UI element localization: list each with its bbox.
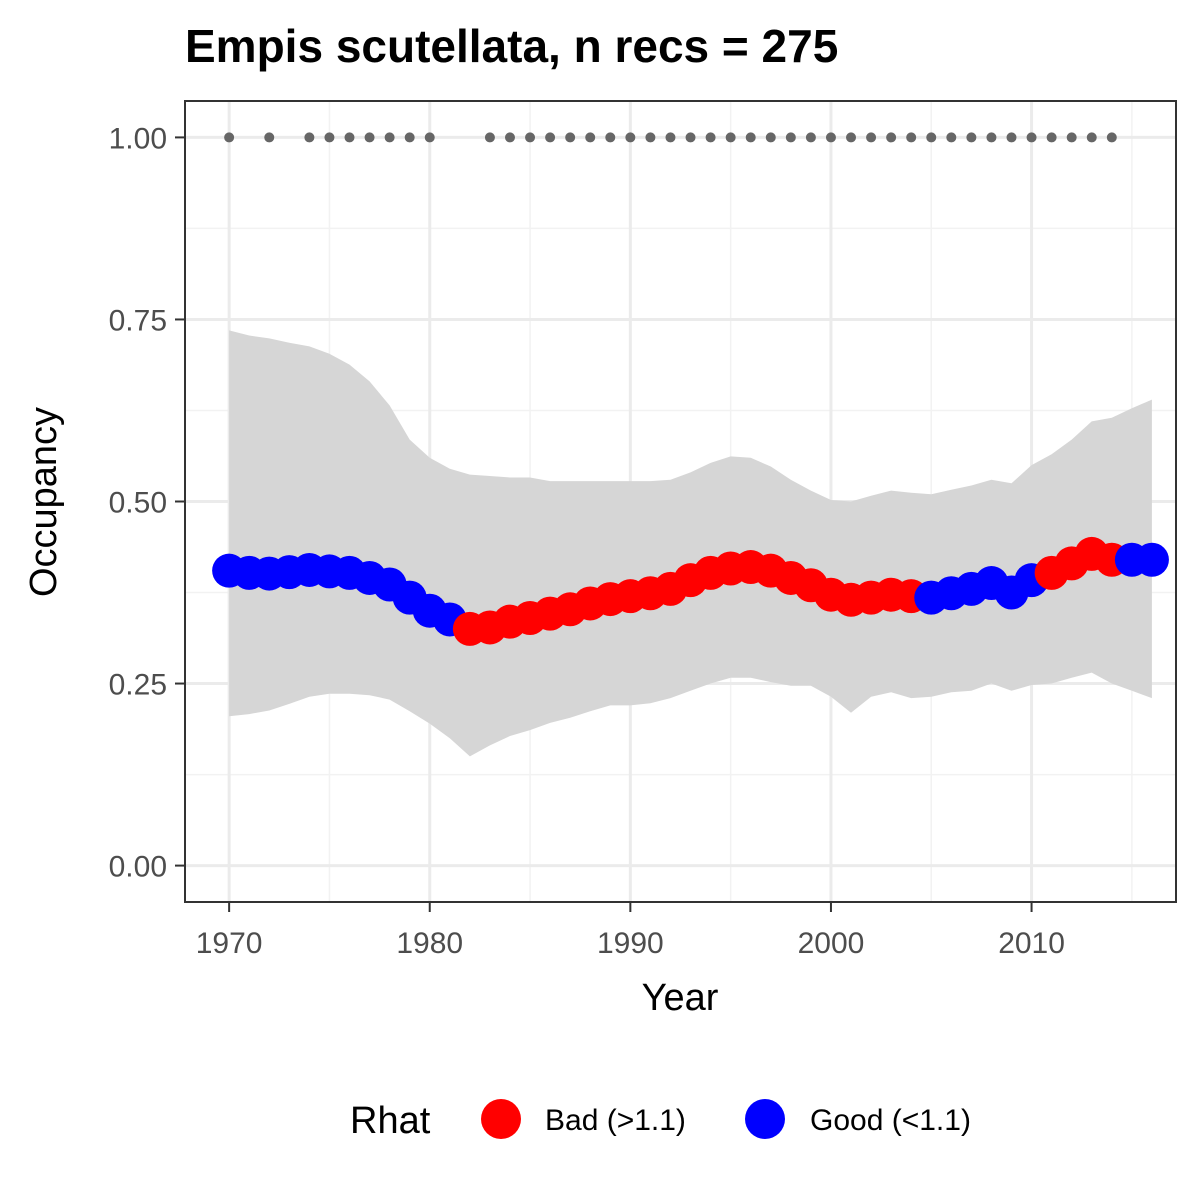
y-tick-label: 0.00 (109, 851, 167, 884)
record-point (645, 132, 656, 143)
record-point (946, 132, 957, 143)
record-point (866, 132, 877, 143)
record-point (745, 132, 756, 143)
record-point (344, 132, 355, 143)
record-point (384, 132, 395, 143)
legend-title: Rhat (350, 1100, 431, 1142)
record-point (304, 132, 315, 143)
record-point (966, 132, 977, 143)
x-tick-label: 1990 (597, 927, 664, 960)
record-point (1026, 132, 1037, 143)
record-point (906, 132, 917, 143)
occupancy-point (1134, 542, 1169, 577)
record-point (424, 132, 435, 143)
record-point (825, 132, 836, 143)
legend-label-bad: Bad (>1.1) (545, 1104, 686, 1137)
record-point (1046, 132, 1057, 143)
record-point (525, 132, 536, 143)
record-point (785, 132, 796, 143)
record-point (986, 132, 997, 143)
record-point (1106, 132, 1117, 143)
record-point (565, 132, 576, 143)
record-point (585, 132, 596, 143)
record-point (404, 132, 415, 143)
record-point (705, 132, 716, 143)
record-point (765, 132, 776, 143)
y-axis-title: Occupancy (23, 407, 65, 597)
record-point (364, 132, 375, 143)
record-point (685, 132, 696, 143)
x-tick-label: 2010 (998, 927, 1065, 960)
record-point (846, 132, 857, 143)
x-tick-label: 1970 (196, 927, 263, 960)
legend-key-bad (481, 1099, 521, 1139)
record-point (886, 132, 897, 143)
x-axis: 1970 1980 1990 2000 2010 (196, 902, 1065, 960)
y-tick-label: 0.25 (109, 669, 167, 702)
record-point (1086, 132, 1097, 143)
legend: Rhat Bad (>1.1) Good (<1.1) (350, 1099, 971, 1142)
x-axis-title: Year (642, 977, 719, 1019)
y-tick-label: 1.00 (109, 122, 167, 155)
record-point (504, 132, 515, 143)
y-tick-label: 0.50 (109, 487, 167, 520)
record-point (926, 132, 937, 143)
record-point (605, 132, 616, 143)
record-point (545, 132, 556, 143)
record-point (484, 132, 495, 143)
record-point (805, 132, 816, 143)
x-tick-label: 1980 (396, 927, 463, 960)
record-point (224, 132, 235, 143)
confidence-ribbon-layer (229, 330, 1152, 757)
x-tick-label: 2000 (798, 927, 865, 960)
y-tick-label: 0.75 (109, 304, 167, 337)
record-point (1006, 132, 1017, 143)
occupancy-points-layer (212, 536, 1169, 646)
record-point (1066, 132, 1077, 143)
legend-label-good: Good (<1.1) (810, 1104, 971, 1137)
chart-title: Empis scutellata, n recs = 275 (185, 20, 838, 72)
record-point (264, 132, 275, 143)
record-point (625, 132, 636, 143)
confidence-ribbon (229, 330, 1152, 757)
record-point (324, 132, 335, 143)
y-axis: 0.00 0.25 0.50 0.75 1.00 (109, 122, 185, 884)
records-layer (224, 132, 1117, 143)
record-point (725, 132, 736, 143)
legend-key-good (745, 1099, 785, 1139)
record-point (665, 132, 676, 143)
